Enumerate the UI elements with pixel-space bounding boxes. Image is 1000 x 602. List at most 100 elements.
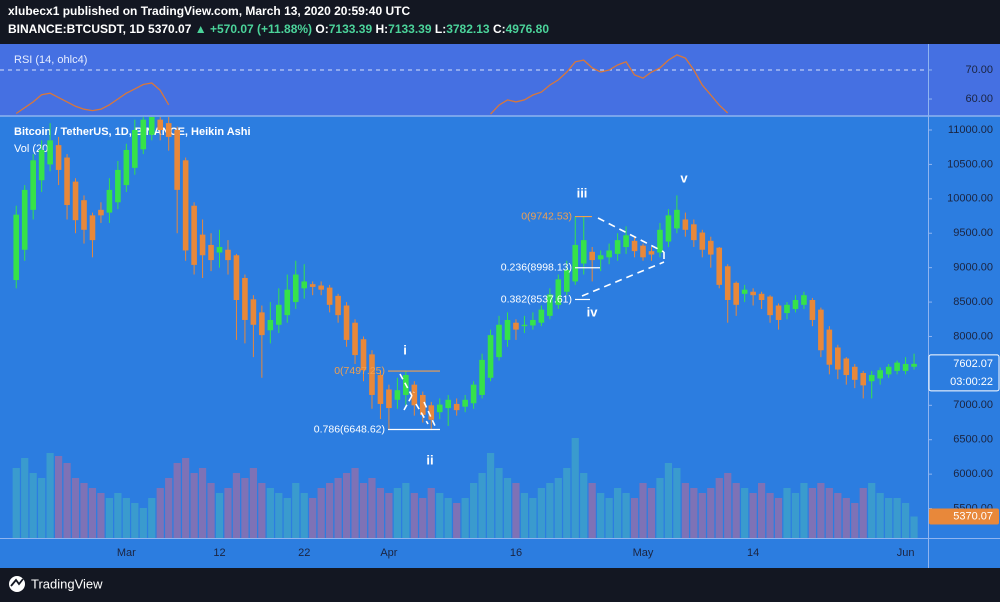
volume-bar [461, 498, 469, 538]
volume-bar [614, 488, 622, 538]
candle-body [843, 358, 850, 376]
volume-bar [148, 498, 156, 538]
candle-body [216, 247, 223, 253]
volume-bar [741, 488, 749, 538]
candle-body [132, 130, 138, 168]
volume-bar [893, 498, 901, 538]
x-tick-label: 12 [213, 547, 225, 559]
last-price-box [928, 354, 1000, 392]
candle-body [851, 366, 858, 380]
volume-bar [334, 478, 342, 538]
candle-body [123, 149, 130, 186]
fib-label: 0.236(8998.13) [501, 262, 572, 274]
wave-label: ii [426, 452, 433, 467]
volume-bar [131, 503, 139, 538]
header-bg [0, 0, 1000, 44]
volume-bar [495, 468, 503, 538]
fib-label: 0.786(6648.62) [314, 423, 385, 435]
candle-body [589, 251, 595, 261]
candle-body [801, 295, 807, 305]
candle-body [174, 130, 180, 190]
candle-body [885, 366, 892, 375]
volume-bar [80, 483, 88, 538]
volume-bar [478, 473, 486, 538]
candle-body [818, 309, 824, 351]
candle-body [894, 362, 900, 371]
candle-body [157, 119, 164, 131]
candle-body [284, 289, 291, 316]
volume-bar [215, 493, 224, 538]
x-tick-label: Jun [897, 547, 915, 559]
candle-body [682, 219, 689, 230]
candle-body [758, 293, 765, 301]
volume-bar [707, 488, 715, 538]
y-tick-label: 8000.00 [953, 330, 993, 342]
volume-bar [165, 478, 173, 538]
ohlc-value: 7133.39 [388, 22, 432, 36]
volume-bar [605, 498, 613, 538]
volume-bar [292, 483, 300, 538]
volume-bar [63, 463, 71, 538]
last-price-label: 7602.07 [953, 358, 993, 370]
candle-body [89, 215, 96, 241]
volume-bar [410, 493, 418, 538]
volume-bar [182, 458, 190, 538]
volume-bar [351, 468, 359, 538]
candle-body [326, 287, 333, 305]
ohlc-label: L: [435, 22, 446, 36]
volume-bar [901, 503, 910, 538]
candle-body [674, 209, 680, 229]
wave-label: iii [577, 185, 588, 200]
candle-body [225, 249, 231, 261]
candle-body [809, 300, 816, 320]
candle-body [835, 347, 841, 370]
volume-bar [512, 483, 520, 538]
candle-body [733, 282, 739, 305]
volume-bar [808, 488, 817, 538]
volume-bar [851, 503, 859, 538]
x-tick-label: 16 [510, 547, 522, 559]
candle-body [335, 295, 341, 316]
byline: xlubecx1 published on TradingView.com, M… [8, 4, 410, 18]
volume-bar [470, 483, 478, 538]
volume-bar [21, 458, 29, 538]
volume-bar [427, 488, 435, 538]
volume-bar [342, 473, 351, 538]
candle-body [309, 284, 316, 287]
candle-body [369, 354, 375, 395]
volume-bar [71, 478, 80, 538]
candle-body [98, 209, 104, 216]
ohlc-value: 4976.80 [506, 22, 550, 36]
countdown-label: 03:00:22 [950, 376, 993, 388]
candle-body [614, 240, 621, 254]
logo-mark [10, 578, 24, 587]
candle-body [860, 372, 867, 386]
volume-bar [630, 498, 639, 538]
volume-last-label: 5370.07 [953, 510, 993, 522]
volume-bar [563, 468, 571, 538]
candle-body [199, 234, 206, 256]
rsi-title: RSI (14, ohlc4) [14, 54, 87, 66]
candle-body [470, 384, 477, 404]
y-tick-label: 9500.00 [953, 227, 993, 239]
candle-body [21, 189, 28, 250]
candle-body [259, 312, 265, 336]
volume-bar [232, 473, 241, 538]
candle-body [707, 240, 714, 255]
y-tick-label: 7000.00 [953, 399, 993, 411]
volume-bar [724, 473, 732, 538]
volume-bar [690, 488, 698, 538]
volume-bar [681, 483, 689, 538]
volume-bar [876, 493, 884, 538]
candle-body [276, 304, 282, 325]
volume-bar [385, 493, 393, 538]
volume-bar [910, 516, 918, 538]
volume-bar [105, 498, 114, 538]
price: 5370.07 [148, 22, 192, 36]
candle-body [716, 247, 723, 285]
volume-bar [283, 498, 291, 538]
volume-bar [520, 493, 529, 538]
ohlc-label: C: [493, 22, 506, 36]
volume-bar [647, 488, 656, 538]
